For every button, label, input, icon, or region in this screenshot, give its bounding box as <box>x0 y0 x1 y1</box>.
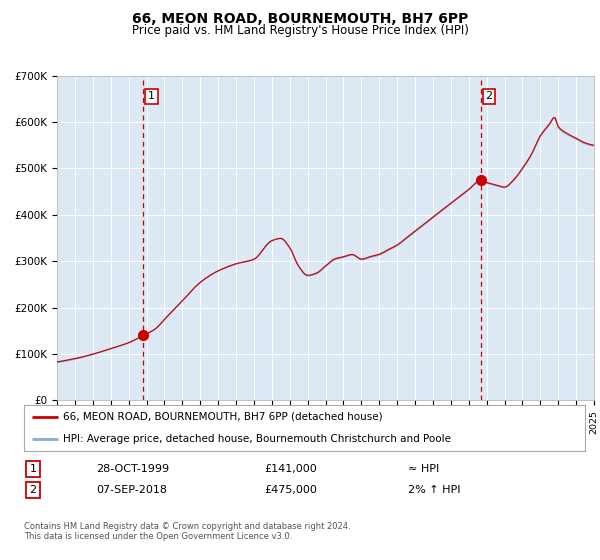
Text: Price paid vs. HM Land Registry's House Price Index (HPI): Price paid vs. HM Land Registry's House … <box>131 24 469 36</box>
Text: 2% ↑ HPI: 2% ↑ HPI <box>408 485 461 495</box>
Text: 2: 2 <box>29 485 37 495</box>
Text: Contains HM Land Registry data © Crown copyright and database right 2024.
This d: Contains HM Land Registry data © Crown c… <box>24 522 350 542</box>
Text: ≈ HPI: ≈ HPI <box>408 464 439 474</box>
Text: £475,000: £475,000 <box>264 485 317 495</box>
Text: 1: 1 <box>148 91 155 101</box>
Text: 28-OCT-1999: 28-OCT-1999 <box>96 464 169 474</box>
Text: 07-SEP-2018: 07-SEP-2018 <box>96 485 167 495</box>
Text: HPI: Average price, detached house, Bournemouth Christchurch and Poole: HPI: Average price, detached house, Bour… <box>63 434 451 444</box>
Text: 2: 2 <box>485 91 493 101</box>
Text: 66, MEON ROAD, BOURNEMOUTH, BH7 6PP: 66, MEON ROAD, BOURNEMOUTH, BH7 6PP <box>132 12 468 26</box>
Text: 1: 1 <box>29 464 37 474</box>
Text: £141,000: £141,000 <box>264 464 317 474</box>
Text: 66, MEON ROAD, BOURNEMOUTH, BH7 6PP (detached house): 66, MEON ROAD, BOURNEMOUTH, BH7 6PP (det… <box>63 412 383 422</box>
